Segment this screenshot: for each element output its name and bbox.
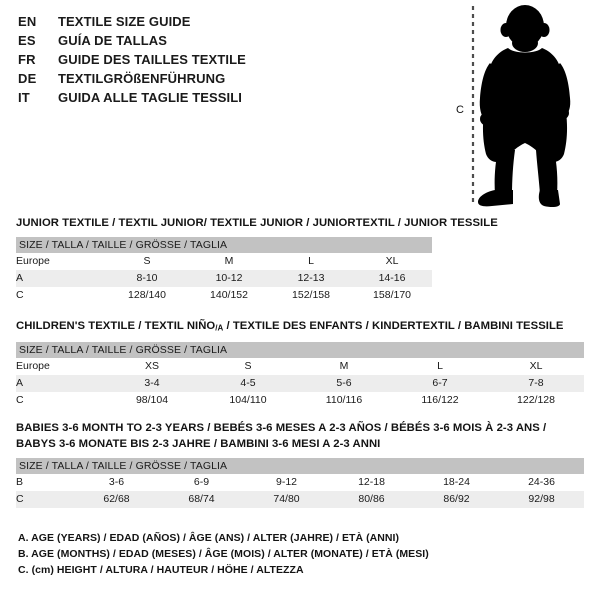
table-band-row: SIZE / TALLA / TAILLE / GRÖSSE / TAGLIA [16, 342, 585, 359]
section-title-children-post: / TEXTILE DES ENFANTS / KINDERTEXTIL / B… [223, 320, 564, 332]
babies-size-table: SIZE / TALLA / TAILLE / GRÖSSE / TAGLIA … [16, 458, 585, 508]
row-label: C [16, 392, 104, 410]
row-cell: 8-10 [106, 270, 188, 287]
section-title-children-sub: /A [215, 323, 224, 333]
language-title: GUIDE DES TAILLES TEXTILE [58, 52, 246, 67]
size-band-label: SIZE / TALLA / TAILLE / GRÖSSE / TAGLIA [16, 237, 433, 253]
row-cell: M [296, 358, 392, 376]
row-cell: 68/74 [159, 491, 244, 508]
language-row-fr: FR GUIDE DES TAILLES TEXTILE [18, 50, 418, 69]
table-row: C 62/68 68/74 74/80 80/86 86/92 92/98 [16, 491, 585, 508]
section-title-babies-line2: BABYS 3-6 MONATE BIS 2-3 JAHRE / BAMBINI… [16, 438, 381, 450]
row-cell: XS [104, 358, 200, 376]
row-label: A [16, 375, 104, 393]
row-cell: 110/116 [296, 392, 392, 410]
legend-line-b: B. AGE (MONTHS) / EDAD (MESES) / ÂGE (MO… [18, 548, 429, 560]
row-cell: L [392, 358, 488, 376]
language-title: GUÍA DE TALLAS [58, 33, 168, 48]
table-band-row: SIZE / TALLA / TAILLE / GRÖSSE / TAGLIA [16, 458, 585, 474]
row-cell: M [188, 253, 270, 270]
row-cell: 80/86 [329, 491, 414, 508]
row-cell: 62/68 [74, 491, 159, 508]
row-cell: 128/140 [106, 287, 188, 304]
language-row-it: IT GUIDA ALLE TAGLIE TESSILI [18, 88, 418, 107]
language-row-es: ES GUÍA DE TALLAS [18, 31, 418, 50]
children-size-table: SIZE / TALLA / TAILLE / GRÖSSE / TAGLIA … [16, 342, 585, 410]
size-band-label: SIZE / TALLA / TAILLE / GRÖSSE / TAGLIA [16, 342, 585, 359]
language-row-de: DE TEXTILGRÖßENFÜHRUNG [18, 69, 418, 88]
row-cell: 92/98 [499, 491, 585, 508]
row-cell: 98/104 [104, 392, 200, 410]
table-row: B 3-6 6-9 9-12 12-18 18-24 24-36 [16, 474, 585, 491]
language-code: DE [18, 71, 37, 86]
row-cell: 86/92 [414, 491, 499, 508]
junior-size-table: SIZE / TALLA / TAILLE / GRÖSSE / TAGLIA … [16, 237, 433, 304]
row-label: C [16, 287, 106, 304]
row-cell: 140/152 [188, 287, 270, 304]
row-cell: 116/122 [392, 392, 488, 410]
section-title-children: CHILDREN'S TEXTILE / TEXTIL NIÑO/A / TEX… [16, 318, 584, 336]
row-cell: 12-13 [270, 270, 352, 287]
language-title: GUIDA ALLE TAGLIE TESSILI [58, 90, 243, 105]
table-band-row: SIZE / TALLA / TAILLE / GRÖSSE / TAGLIA [16, 237, 433, 253]
table-row: C 128/140 140/152 152/158 158/170 [16, 287, 433, 304]
legend-line-a: A. AGE (YEARS) / EDAD (AÑOS) / ÂGE (ANS)… [18, 532, 400, 544]
toddler-body-shape [478, 5, 571, 208]
row-cell: 7-8 [488, 375, 585, 393]
row-cell: 6-9 [159, 474, 244, 491]
row-cell: XL [488, 358, 585, 376]
table-row: A 8-10 10-12 12-13 14-16 [16, 270, 433, 287]
size-band-label: SIZE / TALLA / TAILLE / GRÖSSE / TAGLIA [16, 458, 585, 474]
row-cell: 5-6 [296, 375, 392, 393]
row-cell: 3-6 [74, 474, 159, 491]
row-label: C [16, 491, 74, 508]
section-title-children-pre: CHILDREN'S TEXTILE / TEXTIL NIÑO [16, 320, 216, 332]
row-label: Europe [16, 253, 106, 270]
legend-block: A. AGE (YEARS) / EDAD (AÑOS) / ÂGE (ANS)… [18, 530, 429, 578]
language-code: EN [18, 14, 37, 29]
row-cell: S [106, 253, 188, 270]
toddler-silhouette-icon [471, 5, 571, 208]
language-title: TEXTILGRÖßENFÜHRUNG [58, 71, 226, 86]
section-title-babies-line1: BABIES 3-6 MONTH TO 2-3 YEARS / BEBÉS 3-… [16, 422, 547, 434]
height-marker-label: C [456, 104, 464, 116]
language-title-list: EN TEXTILE SIZE GUIDE ES GUÍA DE TALLAS … [18, 12, 418, 107]
row-cell: L [270, 253, 352, 270]
row-cell: 3-4 [104, 375, 200, 393]
row-label: A [16, 270, 106, 287]
table-row: Europe S M L XL [16, 253, 433, 270]
language-title: TEXTILE SIZE GUIDE [58, 14, 191, 29]
row-cell: 6-7 [392, 375, 488, 393]
row-cell: 9-12 [244, 474, 329, 491]
language-code: FR [18, 52, 36, 67]
table-row: A 3-4 4-5 5-6 6-7 7-8 [16, 375, 585, 393]
language-row-en: EN TEXTILE SIZE GUIDE [18, 12, 418, 31]
section-title-junior: JUNIOR TEXTILE / TEXTIL JUNIOR/ TEXTILE … [16, 217, 498, 229]
row-cell: 74/80 [244, 491, 329, 508]
row-cell: 24-36 [499, 474, 585, 491]
row-cell: 104/110 [200, 392, 296, 410]
row-label: Europe [16, 358, 104, 376]
row-label: B [16, 474, 74, 491]
section-junior-textile: JUNIOR TEXTILE / TEXTIL JUNIOR/ TEXTILE … [16, 215, 498, 304]
row-cell: XL [352, 253, 433, 270]
table-row: Europe XS S M L XL [16, 358, 585, 376]
language-code: IT [18, 90, 30, 105]
row-cell: 152/158 [270, 287, 352, 304]
row-cell: S [200, 358, 296, 376]
row-cell: 14-16 [352, 270, 433, 287]
row-cell: 18-24 [414, 474, 499, 491]
section-babies-textile: BABIES 3-6 MONTH TO 2-3 YEARS / BEBÉS 3-… [16, 420, 585, 508]
row-cell: 4-5 [200, 375, 296, 393]
section-children-textile: CHILDREN'S TEXTILE / TEXTIL NIÑO/A / TEX… [16, 318, 585, 410]
toddler-figure: C [440, 0, 600, 212]
legend-line-c: C. (cm) HEIGHT / ALTURA / HAUTEUR / HÖHE… [18, 564, 304, 576]
row-cell: 10-12 [188, 270, 270, 287]
row-cell: 122/128 [488, 392, 585, 410]
row-cell: 158/170 [352, 287, 433, 304]
row-cell: 12-18 [329, 474, 414, 491]
language-code: ES [18, 33, 36, 48]
table-row: C 98/104 104/110 110/116 116/122 122/128 [16, 392, 585, 410]
